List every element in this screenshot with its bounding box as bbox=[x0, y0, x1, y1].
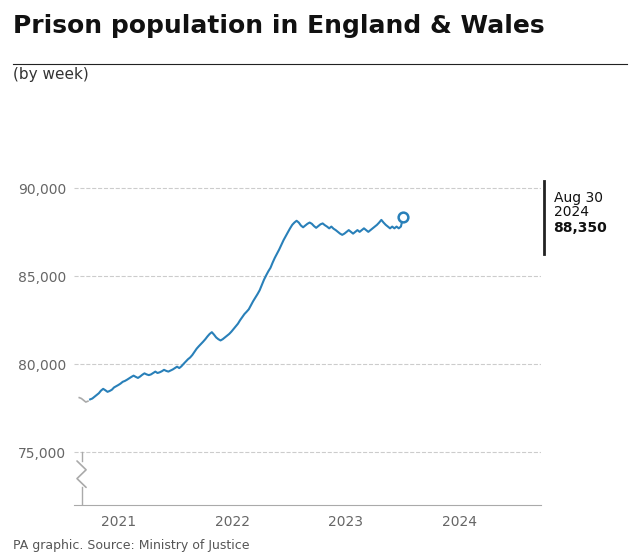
Text: 88,350: 88,350 bbox=[554, 222, 607, 235]
Text: PA graphic. Source: Ministry of Justice: PA graphic. Source: Ministry of Justice bbox=[13, 540, 250, 552]
Text: Prison population in England & Wales: Prison population in England & Wales bbox=[13, 14, 545, 38]
Text: Aug 30: Aug 30 bbox=[554, 191, 603, 205]
Text: 2024: 2024 bbox=[554, 205, 589, 219]
Text: (by week): (by week) bbox=[13, 67, 88, 82]
